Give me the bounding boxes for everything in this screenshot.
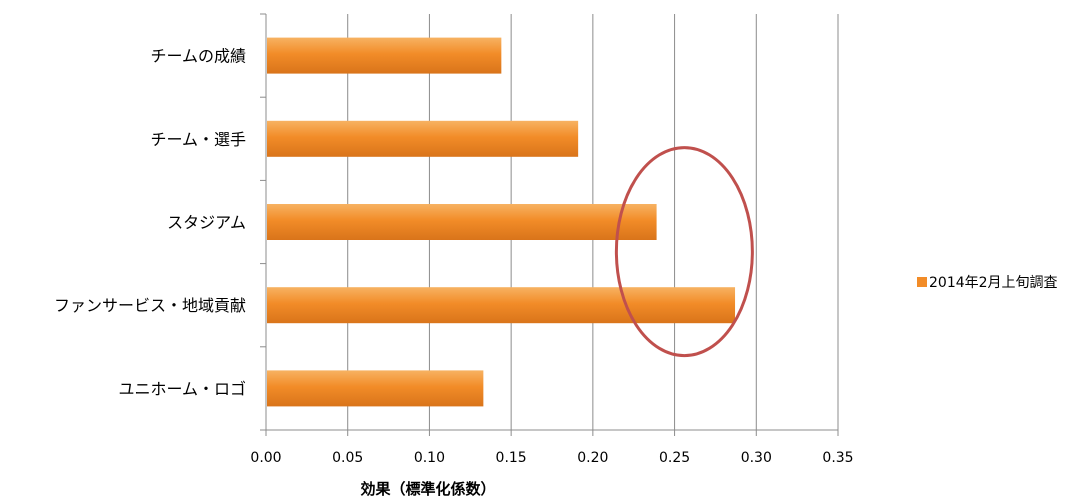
axes	[260, 13, 839, 436]
legend-label: 2014年2月上旬調査	[929, 275, 1058, 291]
x-tick-label: 0.30	[741, 450, 772, 466]
x-tick-label: 0.00	[250, 450, 281, 466]
category-label: チーム・選手	[150, 130, 246, 149]
bar	[267, 370, 484, 407]
bar	[267, 287, 736, 324]
x-tick-label: 0.05	[332, 450, 363, 466]
bar	[267, 204, 657, 240]
x-tick-label: 0.25	[659, 450, 690, 466]
x-tick-label: 0.35	[822, 450, 853, 466]
bar	[267, 37, 502, 74]
labels: 0.00 0.05 0.10 0.15 0.20 0.25 0.30 0.35 チームの成績チー…	[54, 47, 854, 466]
highlight-ellipse	[614, 146, 754, 358]
x-tick-label: 0.15	[496, 450, 527, 466]
category-label: ユニホーム・ロゴ	[118, 379, 246, 398]
legend: 2014年2月上旬調査	[917, 275, 1058, 291]
x-tick-label: 0.10	[414, 450, 445, 466]
x-tick-label: 0.20	[577, 450, 608, 466]
bars	[267, 37, 736, 407]
category-label: スタジアム	[167, 213, 246, 232]
category-label: ファンサービス・地域貢献	[54, 296, 246, 315]
category-label: チームの成績	[150, 47, 246, 66]
bar	[267, 120, 579, 157]
x-axis-title: 効果（標準化係数）	[360, 480, 495, 498]
legend-swatch	[917, 277, 927, 287]
